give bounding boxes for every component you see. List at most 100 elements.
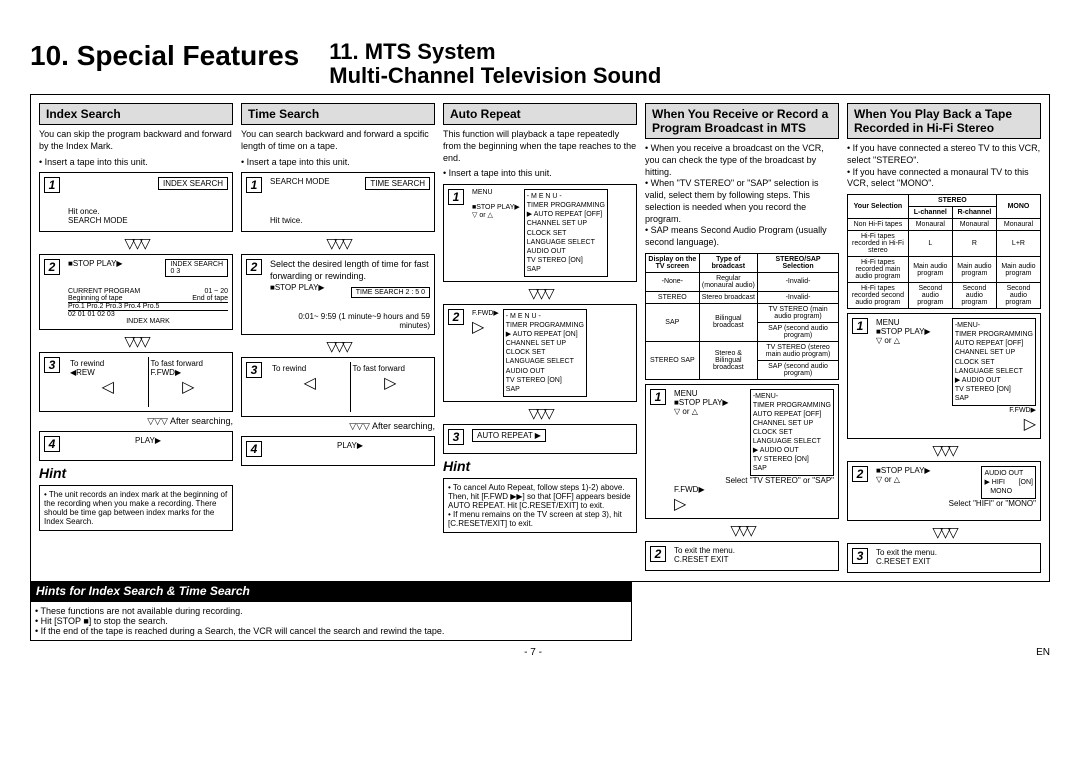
play-label: PLAY▶ bbox=[497, 204, 520, 211]
mts-b-b2: If you have connected a monaural TV to t… bbox=[847, 167, 1041, 190]
rew-label: ◀REW bbox=[70, 368, 95, 377]
auto-repeat-display: AUTO REPEAT ▶ bbox=[472, 429, 546, 442]
header-index-search: Index Search bbox=[39, 103, 233, 125]
ffwd-label: F.FWD▶ bbox=[674, 485, 834, 494]
stepnum-2: 2 bbox=[246, 259, 262, 275]
time-step3: 3 To rewind ◁ To fast forward ▷ bbox=[241, 357, 435, 417]
begin-tape: Beginning of tape bbox=[68, 295, 123, 302]
search-mode-label: SEARCH MODE bbox=[270, 177, 330, 186]
index-step3: 3 To rewind ◀REW ◁ To fast forward F.FWD… bbox=[39, 352, 233, 412]
ffwd-label: F.FWD▶ bbox=[151, 368, 182, 377]
arrow-icon: ▽▽▽ bbox=[39, 236, 233, 250]
play-label: PLAY▶ bbox=[905, 466, 931, 475]
stepnum-2: 2 bbox=[44, 259, 60, 275]
auto-step3: 3 AUTO REPEAT ▶ bbox=[443, 424, 637, 454]
stepnum-3: 3 bbox=[448, 429, 464, 445]
menu-display-1: - M E N U - TIMER PROGRAMMING ▶ AUTO REP… bbox=[524, 189, 608, 277]
to-rewind: To rewind bbox=[70, 359, 104, 368]
arrow-icon: ▽▽▽ bbox=[443, 406, 637, 420]
auto-intro: This function will playback a tape repea… bbox=[443, 129, 637, 164]
stop-label: ■STOP bbox=[270, 283, 296, 292]
hit-twice: Hit twice. bbox=[270, 216, 430, 225]
mts-b-step1: 1 -MENU- TIMER PROGRAMMING AUTO REPEAT [… bbox=[847, 313, 1041, 439]
current-program: CURRENT PROGRAM bbox=[68, 288, 140, 295]
index-insert: • Insert a tape into this unit. bbox=[39, 157, 233, 169]
col-time-search: Time Search You can search backward and … bbox=[241, 103, 435, 573]
col-index-search: Index Search You can skip the program ba… bbox=[39, 103, 233, 573]
index-nums: 02 01 01 02 03 bbox=[68, 311, 228, 318]
play-label: PLAY▶ bbox=[97, 259, 123, 268]
arrow-icon: ▽▽▽ bbox=[847, 443, 1041, 457]
hints-b1: These functions are not available during… bbox=[35, 606, 627, 616]
or-label: or bbox=[884, 336, 891, 345]
hit-once: Hit once. bbox=[68, 207, 228, 216]
header-mts-b: When You Play Back a Tape Recorded in Hi… bbox=[847, 103, 1041, 139]
stepnum-4: 4 bbox=[44, 436, 60, 452]
mts-a-bullets: When you receive a broadcast on the VCR,… bbox=[645, 143, 839, 248]
header-auto-repeat: Auto Repeat bbox=[443, 103, 637, 125]
creset-label: C.RESET EXIT bbox=[674, 555, 729, 564]
col-auto-repeat: Auto Repeat This function will playback … bbox=[443, 103, 637, 573]
mts-b-menu: -MENU- TIMER PROGRAMMING AUTO REPEAT [OF… bbox=[952, 318, 1036, 406]
page-number: - 7 - bbox=[524, 647, 542, 658]
play-label: PLAY▶ bbox=[905, 327, 931, 336]
page-container: Index Search You can skip the program ba… bbox=[30, 94, 1050, 582]
arrow-icon: ▽▽▽ bbox=[645, 523, 839, 537]
stepnum-1: 1 bbox=[852, 318, 868, 334]
mts-b-step3: 3 To exit the menu. C.RESET EXIT bbox=[847, 543, 1041, 573]
audio-out-display: AUDIO OUT ▶ HIFI [ON] MONO bbox=[981, 466, 1036, 499]
title-left: 10. Special Features bbox=[30, 40, 299, 88]
or-label: or bbox=[682, 407, 689, 416]
index-hint-body: • The unit records an index mark at the … bbox=[39, 485, 233, 531]
search-mode-label: SEARCH MODE bbox=[68, 216, 128, 225]
to-ff: To fast forward bbox=[151, 359, 203, 368]
index-mark: INDEX MARK bbox=[68, 318, 228, 325]
time-search-label: TIME SEARCH bbox=[365, 177, 430, 190]
time-step1: 1 TIME SEARCH SEARCH MODE Hit twice. bbox=[241, 172, 435, 232]
mts-menu: -MENU- TIMER PROGRAMMING AUTO REPEAT [OF… bbox=[750, 389, 834, 477]
exit-menu: To exit the menu. bbox=[674, 546, 735, 555]
time-step2-text: Select the desired length of time for fa… bbox=[270, 259, 430, 282]
stop-label: ■STOP bbox=[876, 466, 902, 475]
index-step1: 1 INDEX SEARCH Hit once. SEARCH MODE bbox=[39, 172, 233, 232]
mts-a-step1: 1 -MENU- TIMER PROGRAMMING AUTO REPEAT [… bbox=[645, 384, 839, 520]
mts-b-bullets: If you have connected a stereo TV to thi… bbox=[847, 143, 1041, 190]
ffwd-label: F.FWD▶ bbox=[876, 406, 1036, 414]
after-searching: After searching, bbox=[170, 416, 233, 426]
index-step4: 4 PLAY▶ bbox=[39, 431, 233, 461]
auto-hint-body: • To cancel Auto Repeat, follow steps 1)… bbox=[443, 478, 637, 533]
stepnum-4: 4 bbox=[246, 441, 262, 457]
index-search-label: INDEX SEARCH bbox=[158, 177, 228, 190]
arrow-icon: ▽▽▽ bbox=[443, 286, 637, 300]
menu-label: MENU bbox=[876, 318, 900, 327]
mts-table-b: Your SelectionSTEREOMONO L-channelR-chan… bbox=[847, 194, 1041, 309]
hints-list: These functions are not available during… bbox=[35, 606, 627, 636]
mts-a-b1: When you receive a broadcast on the VCR,… bbox=[645, 143, 839, 178]
to-ff: To fast forward bbox=[353, 364, 405, 373]
ffwd-label: F.FWD▶ bbox=[472, 310, 499, 317]
select-hifi: Select "HIFI" or "MONO" bbox=[876, 499, 1036, 508]
index-intro: You can skip the program backward and fo… bbox=[39, 129, 233, 152]
time-range: 0:01~ 9:59 (1 minute~9 hours and 59 minu… bbox=[270, 312, 430, 330]
mts-b-step2: 2 AUDIO OUT ▶ HIFI [ON] MONO ■STOP PLAY▶… bbox=[847, 461, 1041, 521]
stepnum-1: 1 bbox=[246, 177, 262, 193]
stepnum-2: 2 bbox=[448, 309, 464, 325]
mts-b-b1: If you have connected a stereo TV to thi… bbox=[847, 143, 1041, 166]
after-searching: After searching, bbox=[372, 421, 435, 431]
stepnum-1: 1 bbox=[44, 177, 60, 193]
end-tape: End of tape bbox=[192, 295, 228, 302]
auto-hint-1: • To cancel Auto Repeat, follow steps 1)… bbox=[448, 483, 632, 510]
page-footer: - 7 - EN bbox=[30, 647, 1050, 658]
stepnum-3: 3 bbox=[44, 357, 60, 373]
menu-display-2: - M E N U - TIMER PROGRAMMING ▶ AUTO REP… bbox=[503, 309, 587, 397]
index-range: 01 ~ 20 bbox=[204, 288, 228, 295]
stepnum-1: 1 bbox=[448, 189, 464, 205]
arrow-icon: ▽▽▽ bbox=[241, 236, 435, 250]
arrow-icon: ▽▽▽ bbox=[847, 525, 1041, 539]
arrow-icon: ▽▽▽ bbox=[39, 334, 233, 348]
or-label: or bbox=[884, 475, 891, 484]
hint-title: Hint bbox=[39, 465, 233, 481]
stepnum-2: 2 bbox=[650, 546, 666, 562]
time-insert: • Insert a tape into this unit. bbox=[241, 157, 435, 169]
col-mts-a: When You Receive or Record a Program Bro… bbox=[645, 103, 839, 573]
